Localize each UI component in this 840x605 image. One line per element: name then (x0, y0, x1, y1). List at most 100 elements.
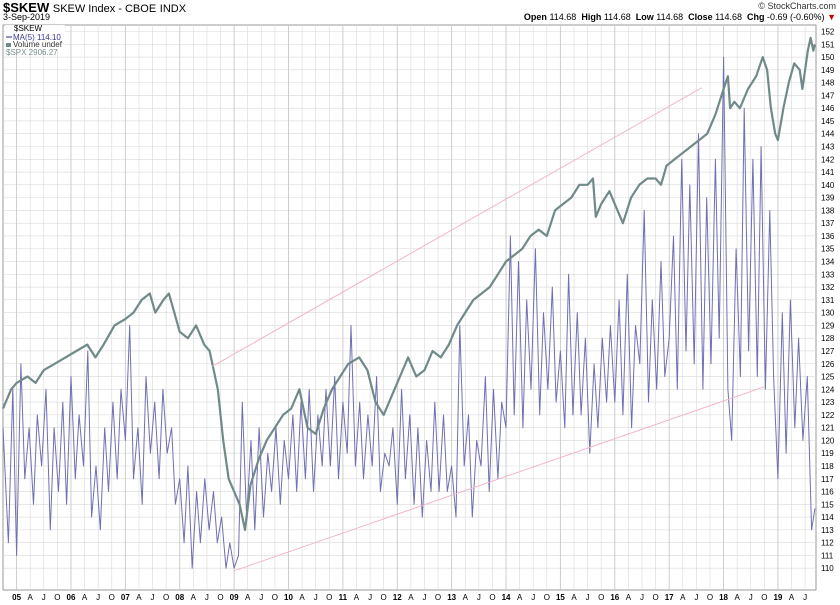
x-tick-label: A (354, 593, 360, 602)
legend-symbol: $SKEW (14, 24, 42, 33)
legend-ma: MA(5) 114.10 (13, 33, 61, 42)
plot-frame (2, 24, 817, 591)
y-tick-label: 120 (821, 436, 835, 445)
change-down-icon: ▼ (827, 12, 836, 22)
y-tick-label: 119 (821, 449, 834, 458)
x-tick-label: 09 (230, 593, 239, 602)
y-tick-label: 140 (821, 181, 835, 190)
x-tick-label: A (680, 593, 686, 602)
x-tick-label: A (408, 593, 414, 602)
x-tick-label: O (435, 593, 441, 602)
x-tick-label: 15 (556, 593, 565, 602)
x-tick-label: O (707, 593, 713, 602)
y-tick-label: 121 (821, 424, 835, 433)
open-label: Open (523, 12, 547, 22)
y-tick-label: 111 (821, 551, 834, 560)
chart-title: $SKEW SKEW Index - CBOE INDX (3, 0, 186, 15)
symbol-label: $SKEW (3, 0, 50, 15)
high-label: High (581, 12, 602, 22)
x-tick-label: 06 (67, 593, 76, 602)
x-tick-label: J (803, 593, 807, 602)
x-tick-label: O (489, 593, 495, 602)
x-tick-label: 18 (719, 593, 728, 602)
chart-date: 3-Sep-2019 (3, 12, 51, 22)
x-tick-label: A (463, 593, 469, 602)
y-tick-label: 130 (821, 309, 835, 318)
x-tick-label: J (96, 593, 100, 602)
legend-spx: $SPX 2906.27 (6, 48, 58, 57)
x-tick-label: J (151, 593, 155, 602)
change-value: -0.69 (-0.60%) (767, 12, 825, 22)
y-tick-label: 138 (821, 206, 835, 215)
x-tick-label: 11 (339, 593, 348, 602)
x-tick-label: 07 (121, 593, 130, 602)
x-tick-label: A (789, 593, 795, 602)
x-tick-label: J (640, 593, 644, 602)
x-tick-label: A (136, 593, 142, 602)
y-tick-label: 127 (821, 347, 835, 356)
y-tick-label: 112 (821, 539, 834, 548)
legend-volume: Volume undef (13, 40, 63, 49)
y-tick-label: 124 (821, 385, 835, 394)
x-tick-label: J (42, 593, 46, 602)
x-tick-label: J (368, 593, 372, 602)
x-tick-label: O (544, 593, 550, 602)
legend-box (5, 25, 65, 49)
x-tick-label: 08 (175, 593, 184, 602)
x-tick-label: 19 (773, 593, 782, 602)
x-tick-label: J (694, 593, 698, 602)
low-value: 114.68 (656, 12, 684, 22)
low-label: Low (635, 12, 654, 22)
series-line-trendline-lower (233, 386, 765, 572)
y-tick-label: 145 (821, 117, 835, 126)
legend-volume-swatch (6, 43, 11, 47)
y-tick-label: 115 (821, 500, 834, 509)
x-tick-label: 05 (12, 593, 21, 602)
x-tick-label: A (626, 593, 632, 602)
x-tick-label: J (259, 593, 263, 602)
legend: $SKEW MA(5) 114.10 Volume undef $SPX 290… (5, 24, 65, 57)
x-tick-label: 10 (284, 593, 293, 602)
y-tick-label: 152 (821, 28, 835, 37)
y-tick-label: 142 (821, 155, 835, 164)
x-tick-label: A (245, 593, 251, 602)
x-tick-label: O (109, 593, 115, 602)
y-tick-label: 134 (821, 258, 835, 267)
x-axis: 05 A J O 06 A J O 07 A J O 08 A J O 09 A J O 10 A J O 11 A J O 12 A J O… (12, 593, 807, 602)
y-tick-label: 122 (821, 411, 835, 420)
x-tick-label: O (163, 593, 169, 602)
y-tick-label: 114 (821, 513, 834, 522)
x-tick-label: J (749, 593, 753, 602)
x-tick-label: J (531, 593, 535, 602)
x-tick-label: J (205, 593, 209, 602)
y-axis: 110 111 112 113 114 115 116 117 118 119 120 121 122 1… (821, 28, 835, 574)
x-tick-label: A (571, 593, 577, 602)
x-tick-label: O (652, 593, 658, 602)
x-tick-label: J (422, 593, 426, 602)
x-tick-label: A (191, 593, 197, 602)
y-tick-label: 143 (821, 143, 835, 152)
y-tick-label: 136 (821, 232, 835, 241)
x-tick-label: 17 (665, 593, 674, 602)
close-label: Close (688, 12, 713, 22)
index-name: SKEW Index - CBOE (52, 3, 157, 15)
x-tick-label: 13 (447, 593, 456, 602)
y-tick-label: 129 (821, 321, 835, 330)
x-tick-label: 12 (393, 593, 402, 602)
x-tick-label: O (381, 593, 387, 602)
y-tick-label: 132 (821, 283, 835, 292)
y-tick-label: 139 (821, 194, 835, 203)
x-tick-label: J (586, 593, 590, 602)
y-tick-label: 135 (821, 245, 835, 254)
y-tick-label: 116 (821, 488, 834, 497)
close-value: 114.68 (715, 12, 742, 22)
y-tick-label: 125 (821, 373, 835, 382)
x-tick-label: A (517, 593, 523, 602)
y-tick-label: 147 (821, 91, 835, 100)
chart-header: $SKEW SKEW Index - CBOE INDX 3-Sep-2019 … (0, 0, 840, 24)
x-tick-label: 16 (610, 593, 619, 602)
y-tick-label: 148 (821, 79, 835, 88)
x-tick-label: O (326, 593, 332, 602)
y-tick-label: 149 (821, 66, 835, 75)
x-tick-label: A (28, 593, 34, 602)
